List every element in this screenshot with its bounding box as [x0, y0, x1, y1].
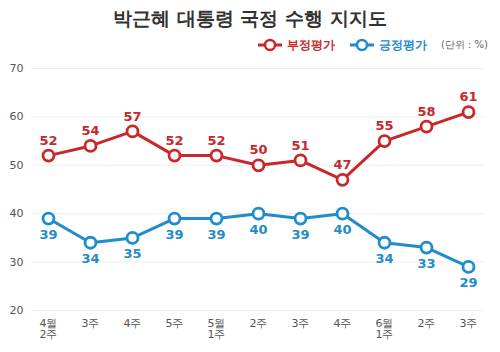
svg-text:39: 39	[39, 227, 57, 242]
svg-text:61: 61	[459, 89, 477, 104]
svg-text:50: 50	[10, 159, 24, 172]
svg-text:39: 39	[165, 227, 183, 242]
html-text:긍정평가: 긍정평가	[379, 37, 427, 52]
svg-text:3주: 3주	[82, 317, 100, 330]
svg-text:40: 40	[249, 222, 267, 237]
svg-text:52: 52	[39, 133, 57, 148]
svg-text:20: 20	[10, 304, 24, 317]
svg-text:33: 33	[417, 256, 435, 271]
svg-text:52: 52	[207, 133, 225, 148]
svg-text:5월1주: 5월1주	[208, 317, 226, 341]
svg-text:40: 40	[10, 207, 24, 220]
svg-text:2주: 2주	[250, 317, 268, 330]
svg-text:3주: 3주	[292, 317, 310, 330]
svg-text:34: 34	[375, 251, 393, 266]
svg-text:55: 55	[375, 118, 393, 133]
svg-text:29: 29	[459, 275, 477, 290]
svg-text:60: 60	[10, 110, 24, 123]
svg-text:4주: 4주	[124, 317, 142, 330]
svg-text:2주: 2주	[418, 317, 436, 330]
html-text:(단위 : %): (단위 : %)	[441, 39, 488, 50]
svg-text:54: 54	[81, 123, 99, 138]
svg-text:30: 30	[10, 256, 24, 269]
svg-text:5주: 5주	[166, 317, 184, 330]
svg-text:39: 39	[291, 227, 309, 242]
svg-text:4주: 4주	[334, 317, 352, 330]
svg-text:50: 50	[249, 142, 267, 157]
svg-text:3주: 3주	[460, 317, 478, 330]
svg-text:51: 51	[291, 138, 309, 153]
svg-text:4월2주: 4월2주	[40, 317, 58, 341]
svg-text:52: 52	[165, 133, 183, 148]
svg-text:57: 57	[123, 109, 141, 124]
svg-text:47: 47	[333, 157, 351, 172]
svg-text:34: 34	[81, 251, 99, 266]
svg-text:35: 35	[123, 246, 141, 261]
html-text:부정평가: 부정평가	[287, 37, 335, 52]
html-text:박근혜 대통령 국정 수행 지지도: 박근혜 대통령 국정 수행 지지도	[113, 7, 387, 29]
svg-text:39: 39	[207, 227, 225, 242]
svg-text:70: 70	[10, 62, 24, 75]
svg-text:6월1주: 6월1주	[376, 317, 394, 341]
svg-text:40: 40	[333, 222, 351, 237]
svg-text:58: 58	[417, 104, 435, 119]
